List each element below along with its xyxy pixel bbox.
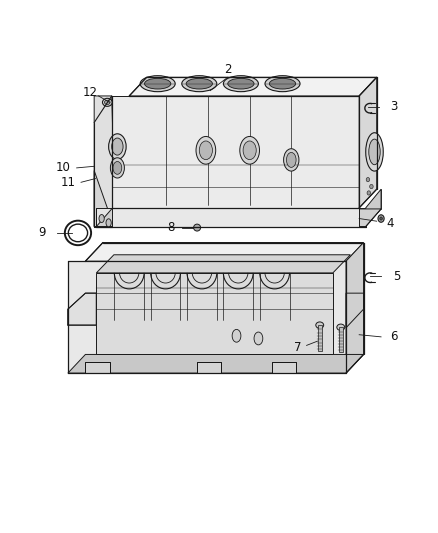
Ellipse shape	[369, 139, 380, 165]
Ellipse shape	[105, 100, 110, 104]
Text: 7: 7	[294, 341, 302, 354]
Polygon shape	[94, 171, 114, 227]
Ellipse shape	[109, 134, 126, 159]
Ellipse shape	[65, 221, 91, 245]
Ellipse shape	[286, 152, 296, 167]
Text: 4: 4	[386, 217, 394, 230]
Polygon shape	[96, 209, 381, 227]
Polygon shape	[272, 362, 296, 373]
Text: 11: 11	[60, 176, 75, 189]
Ellipse shape	[366, 133, 383, 171]
Ellipse shape	[102, 98, 112, 106]
Ellipse shape	[223, 76, 258, 92]
Text: 9: 9	[38, 227, 46, 239]
Polygon shape	[359, 77, 377, 208]
Ellipse shape	[265, 76, 300, 92]
Text: 5: 5	[393, 270, 400, 282]
Ellipse shape	[140, 76, 175, 92]
Ellipse shape	[380, 217, 382, 220]
Ellipse shape	[145, 78, 171, 89]
Ellipse shape	[316, 322, 324, 328]
Ellipse shape	[196, 136, 215, 164]
Polygon shape	[366, 189, 381, 227]
Polygon shape	[85, 362, 110, 373]
Polygon shape	[68, 293, 96, 325]
Polygon shape	[96, 273, 333, 354]
Polygon shape	[94, 96, 114, 227]
Polygon shape	[112, 96, 359, 208]
Polygon shape	[96, 255, 350, 273]
Polygon shape	[112, 208, 359, 227]
Polygon shape	[68, 354, 364, 373]
Ellipse shape	[232, 329, 241, 342]
Polygon shape	[318, 325, 322, 351]
Polygon shape	[346, 243, 364, 373]
Text: 8: 8	[167, 221, 174, 234]
Ellipse shape	[240, 136, 259, 164]
Polygon shape	[339, 327, 343, 352]
Ellipse shape	[68, 224, 88, 242]
Ellipse shape	[110, 158, 124, 178]
Ellipse shape	[113, 161, 122, 174]
Ellipse shape	[112, 138, 123, 155]
Text: 12: 12	[82, 86, 97, 99]
Text: 2: 2	[224, 63, 232, 76]
Ellipse shape	[243, 141, 256, 160]
Polygon shape	[85, 243, 364, 261]
Ellipse shape	[254, 332, 263, 345]
Ellipse shape	[337, 324, 345, 330]
Text: 10: 10	[56, 161, 71, 174]
Text: 6: 6	[390, 330, 398, 343]
Ellipse shape	[269, 78, 296, 89]
Ellipse shape	[370, 184, 373, 189]
Ellipse shape	[199, 141, 212, 160]
Polygon shape	[68, 261, 346, 373]
Ellipse shape	[106, 219, 111, 227]
Text: 3: 3	[391, 100, 398, 113]
Ellipse shape	[182, 76, 217, 92]
Ellipse shape	[194, 224, 201, 231]
Ellipse shape	[186, 78, 212, 89]
Ellipse shape	[99, 215, 104, 223]
Polygon shape	[96, 208, 366, 227]
Ellipse shape	[284, 149, 299, 171]
Ellipse shape	[378, 215, 384, 222]
Polygon shape	[197, 362, 221, 373]
Polygon shape	[346, 293, 364, 328]
Polygon shape	[129, 77, 377, 96]
Ellipse shape	[367, 191, 371, 195]
Ellipse shape	[366, 177, 370, 182]
Ellipse shape	[228, 78, 254, 89]
